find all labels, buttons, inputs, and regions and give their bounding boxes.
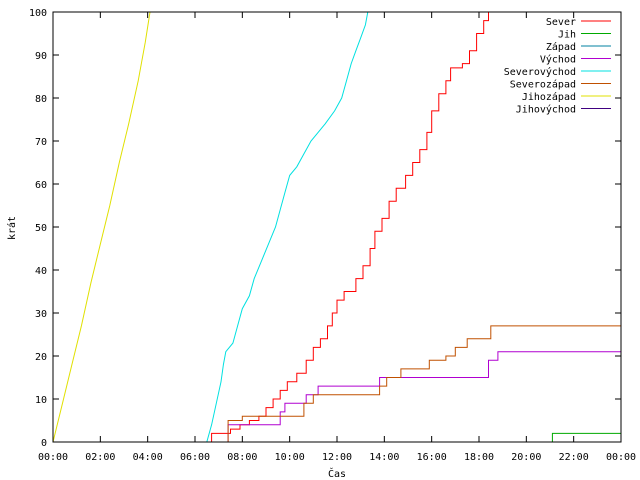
x-tick-label: 08:00 (227, 452, 257, 463)
y-axis-label: krát (6, 216, 18, 240)
y-tick-label: 20 (35, 352, 47, 363)
x-tick-label: 04:00 (133, 452, 163, 463)
series-line-3 (53, 351, 621, 443)
x-tick-label: 12:00 (322, 452, 352, 463)
y-tick-label: 30 (35, 309, 47, 320)
x-tick-label: 10:00 (275, 452, 305, 463)
x-tick-label: 02:00 (85, 452, 115, 463)
legend-label: Jih (558, 30, 576, 41)
x-tick-label: 06:00 (180, 452, 210, 463)
x-tick-label: 14:00 (369, 452, 399, 463)
x-axis-label: Čas (328, 467, 346, 480)
y-tick-label: 50 (35, 223, 47, 234)
axes-layer: 00:00 02:00 04:00 06:00 08:00 10:00 12:00 14:00… (29, 8, 636, 463)
y-tick-label: 10 (35, 395, 47, 406)
series-line-4 (53, 11, 369, 443)
y-tick-label: 80 (35, 94, 47, 105)
x-tick-label: 20:00 (511, 452, 541, 463)
x-tick-label: 18:00 (464, 452, 494, 463)
y-tick-label: 0 (41, 438, 47, 449)
legend-label: Severovýchod (504, 66, 576, 78)
series-line-0 (53, 11, 494, 443)
y-tick-label: 40 (35, 266, 47, 277)
legend-label: Jihozápad (522, 91, 576, 103)
x-tick-label: 00:00 (606, 452, 636, 463)
x-tick-label: 22:00 (559, 452, 589, 463)
y-tick-label: 100 (29, 8, 47, 19)
legend-label: Západ (546, 41, 576, 53)
y-tick-label: 60 (35, 180, 47, 191)
y-tick-label: 90 (35, 51, 47, 62)
series-line-5 (53, 325, 621, 443)
legend: Sever JihZápadVýchodSeverovýchodSeverozáp… (504, 17, 611, 116)
x-tick-label: 16:00 (417, 452, 447, 463)
y-tick-label: 70 (35, 137, 47, 148)
series-line-6 (52, 11, 151, 443)
legend-label: Sever (546, 17, 576, 28)
legend-label: Severozápad (510, 79, 576, 91)
legend-label: Jihovýchod (516, 104, 576, 116)
legend-label: Východ (540, 54, 576, 66)
x-tick-label: 00:00 (38, 452, 68, 463)
